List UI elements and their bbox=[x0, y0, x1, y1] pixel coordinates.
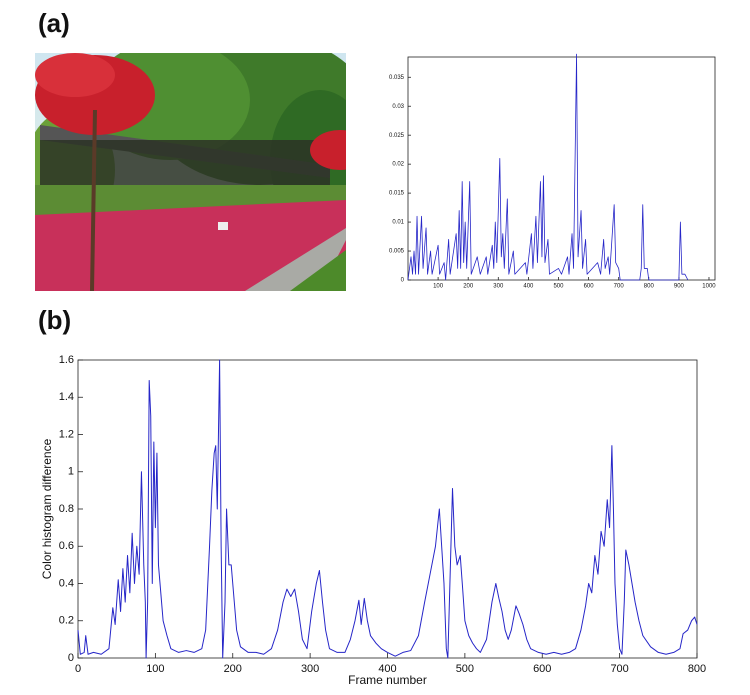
x-tick-label: 400 bbox=[523, 284, 534, 290]
x-axis-label: Frame number bbox=[348, 673, 427, 687]
y-tick-label: 0.2 bbox=[59, 615, 74, 627]
x-tick-label: 800 bbox=[688, 663, 706, 675]
panel-label: (b) bbox=[38, 305, 71, 335]
x-tick-label: 500 bbox=[553, 284, 564, 290]
photo bbox=[35, 53, 346, 291]
plot-frame bbox=[407, 56, 716, 281]
y-tick-label: 0.02 bbox=[392, 162, 404, 168]
y-tick-label: 0.035 bbox=[389, 75, 405, 81]
y-tick-label: 0.8 bbox=[59, 503, 74, 515]
x-tick-label: 0 bbox=[75, 663, 81, 675]
y-tick-label: 0.01 bbox=[392, 220, 404, 226]
y-tick-label: 0.025 bbox=[389, 133, 405, 139]
x-tick-label: 200 bbox=[463, 284, 474, 290]
panel-label: (a) bbox=[38, 8, 70, 38]
data-line bbox=[77, 359, 698, 659]
y-tick-label: 0.005 bbox=[389, 249, 405, 255]
data-line bbox=[407, 53, 689, 281]
x-tick-label: 400 bbox=[378, 663, 396, 675]
y-tick-label: 1.6 bbox=[59, 354, 74, 366]
x-tick-label: 900 bbox=[674, 284, 685, 290]
y-tick-label: 0.03 bbox=[392, 104, 404, 110]
x-tick-label: 600 bbox=[533, 663, 551, 675]
y-tick-label: 0.6 bbox=[59, 540, 74, 552]
y-tick-label: 0.4 bbox=[59, 577, 74, 589]
y-tick-label: 1.2 bbox=[59, 428, 74, 440]
x-tick-label: 100 bbox=[146, 663, 164, 675]
x-tick-label: 300 bbox=[301, 663, 319, 675]
y-tick-label: 1 bbox=[68, 466, 74, 478]
plot-frame bbox=[77, 359, 698, 659]
x-tick-label: 800 bbox=[644, 284, 655, 290]
y-tick-label: 0.015 bbox=[389, 191, 405, 197]
x-tick-label: 700 bbox=[614, 284, 625, 290]
x-tick-label: 300 bbox=[493, 284, 504, 290]
y-tick-label: 0 bbox=[68, 652, 74, 664]
y-tick-label: 1.4 bbox=[59, 391, 74, 403]
y-axis-label: Color histogram difference bbox=[40, 438, 54, 579]
x-tick-label: 700 bbox=[610, 663, 628, 675]
x-tick-label: 100 bbox=[433, 284, 444, 290]
x-tick-label: 600 bbox=[584, 284, 595, 290]
x-tick-label: 1000 bbox=[702, 284, 716, 290]
x-tick-label: 500 bbox=[456, 663, 474, 675]
x-tick-label: 200 bbox=[224, 663, 242, 675]
y-tick-label: 0 bbox=[401, 278, 405, 284]
